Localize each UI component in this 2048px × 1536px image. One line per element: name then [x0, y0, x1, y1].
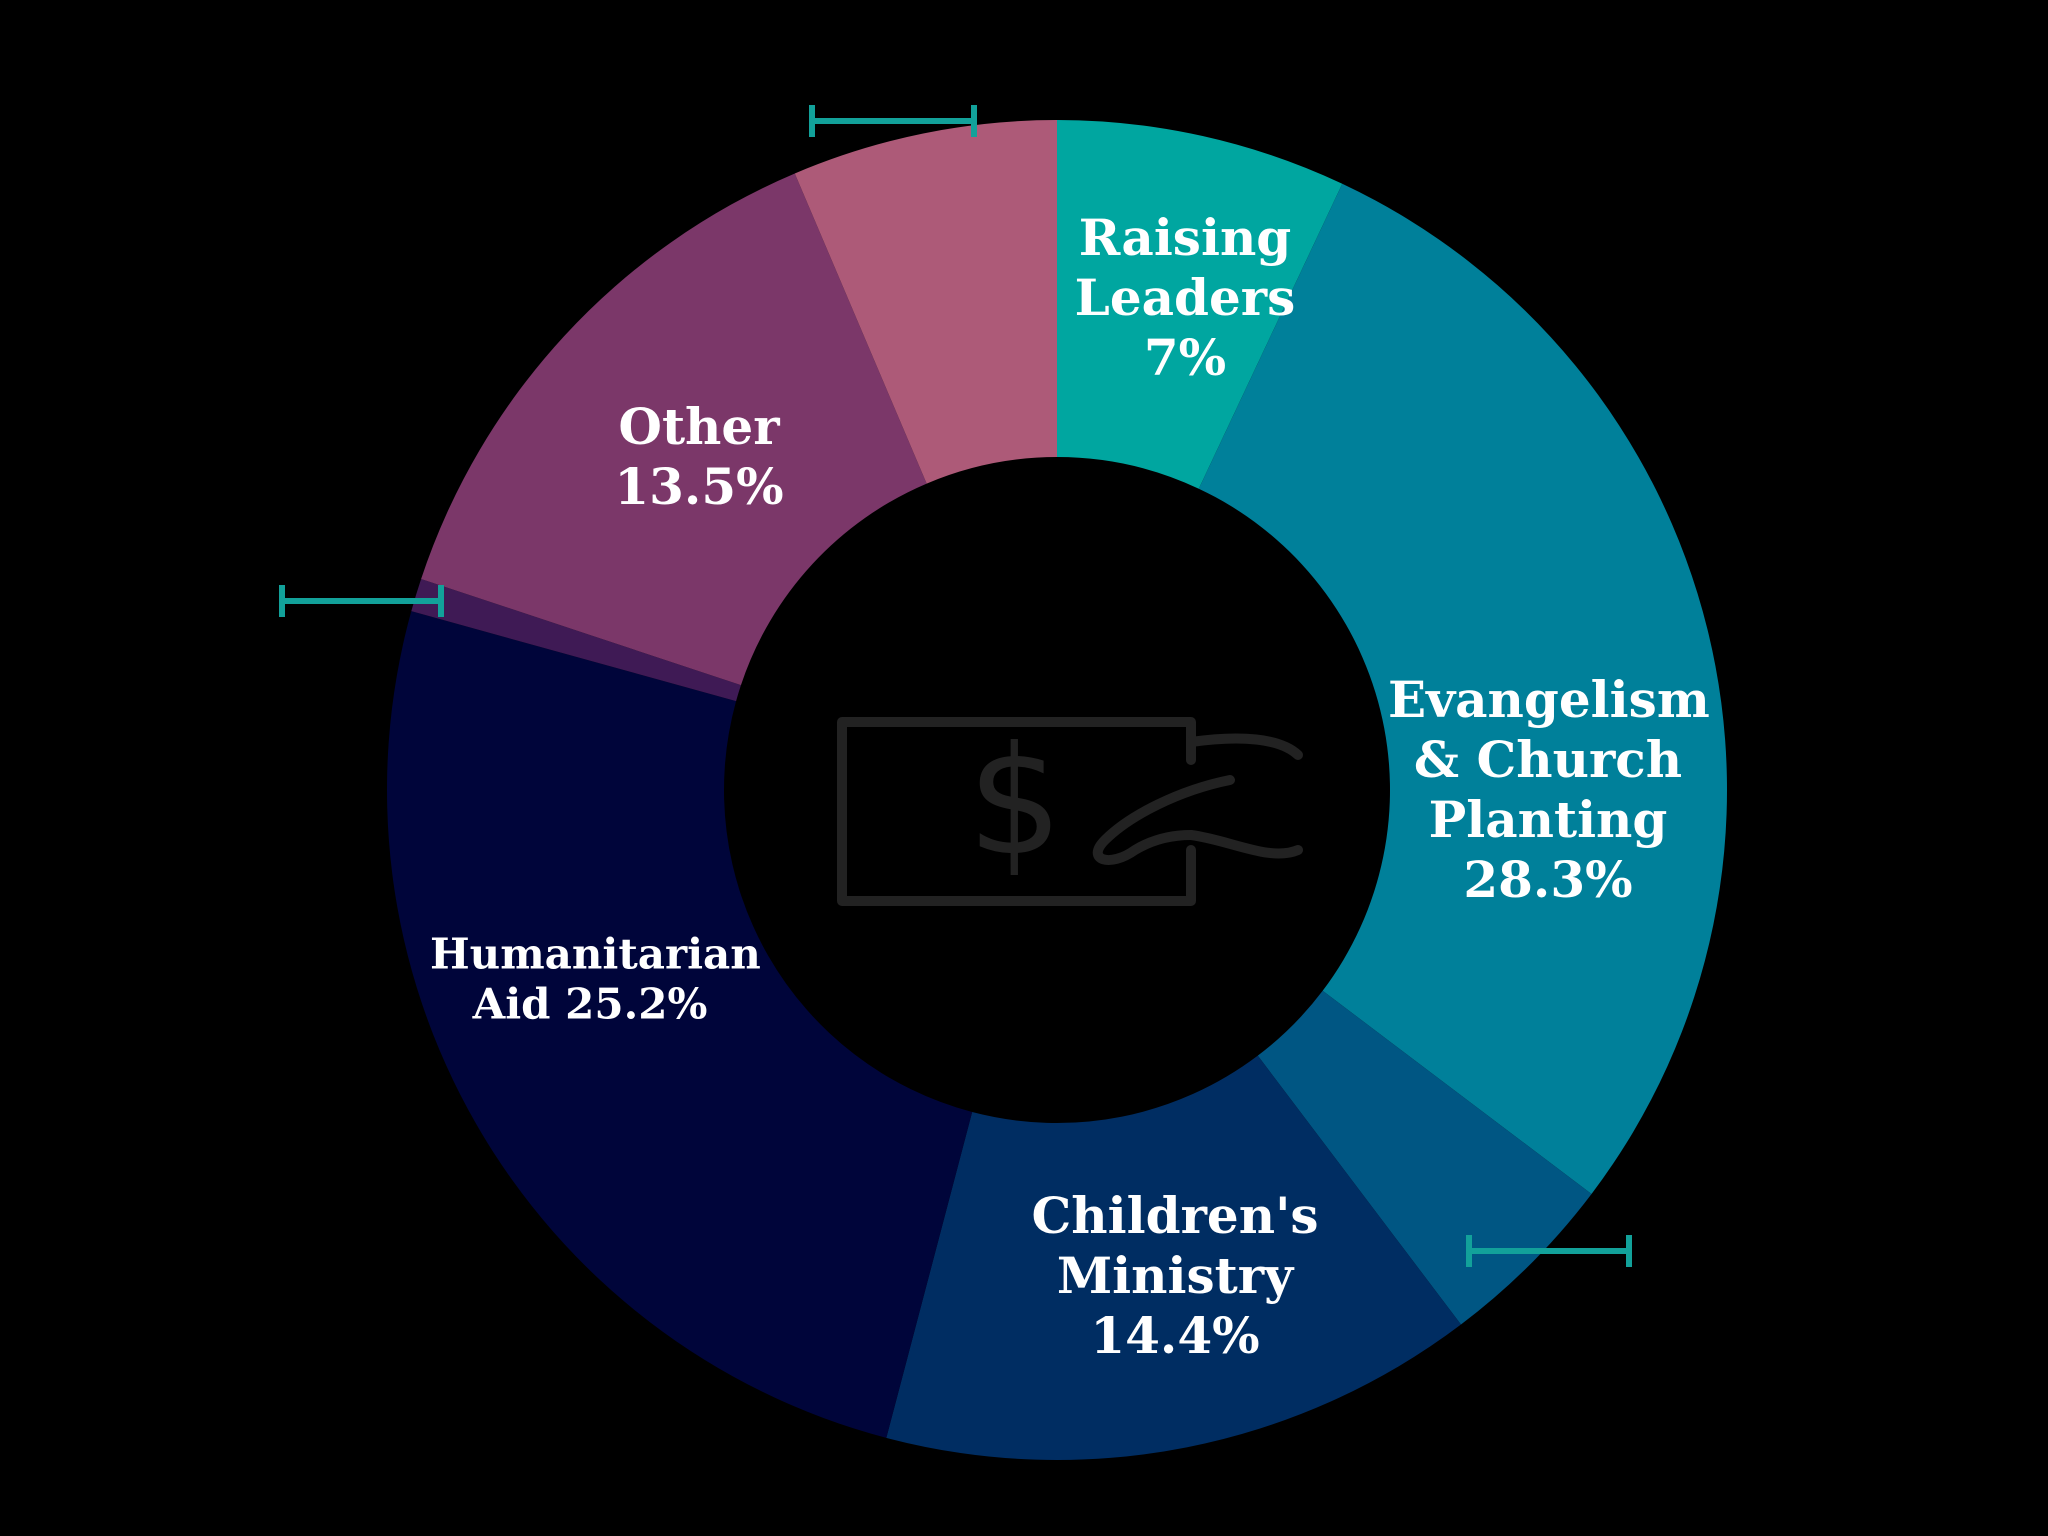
donut-slice [1198, 183, 1728, 1194]
donut-slice [886, 1055, 1461, 1460]
value-label: 28.3% [1463, 850, 1633, 909]
center-icon: $ [837, 715, 1303, 906]
category-name: Evangelism & Church Planting [1388, 670, 1710, 849]
svg-text:$: $ [967, 715, 1062, 889]
donut-slice [421, 173, 927, 686]
category-name: Humanitarian Aid [430, 929, 761, 1029]
donut-slice [411, 578, 741, 702]
slice-label: Humanitarian Aid 25.2% [430, 930, 761, 1031]
category-name: Children's Ministry [1031, 1186, 1319, 1305]
value-label: 14.4% [1090, 1306, 1260, 1365]
donut-slice [794, 120, 1057, 484]
bracket-markers [279, 105, 1632, 1267]
value-label: 7% [1143, 328, 1227, 387]
value-label: 13.5% [614, 457, 784, 516]
slice-label: Children's Ministry 14.4% [965, 1186, 1385, 1366]
donut-slice [1257, 990, 1592, 1325]
donut-slice [387, 611, 973, 1438]
donut-slice [1057, 120, 1343, 489]
value-label: 25.2% [565, 980, 708, 1029]
category-name: Other [618, 397, 780, 456]
slice-label: Raising Leaders 7% [1065, 208, 1305, 388]
slice-label: Other 13.5% [599, 397, 799, 517]
slice-label: Evangelism & Church Planting 28.3% [1388, 670, 1710, 910]
category-name: Raising Leaders [1074, 208, 1296, 327]
